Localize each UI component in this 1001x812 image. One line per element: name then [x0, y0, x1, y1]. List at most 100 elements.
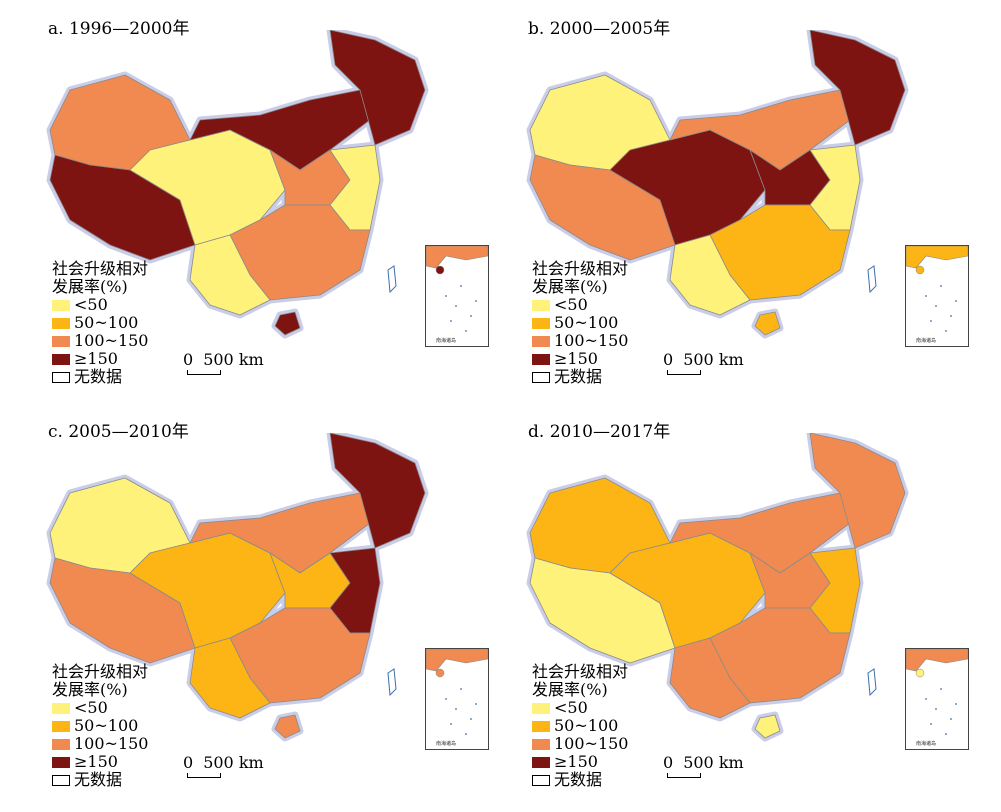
scale-label: 500 km: [683, 350, 744, 369]
legend-title: 社会升级相对: [52, 662, 149, 681]
legend-swatch: [52, 335, 70, 347]
legend-label: 50~100: [554, 716, 619, 735]
scale-label: 500 km: [203, 350, 264, 369]
legend: 社会升级相对 发展率(%) <50 50~100 100~150 ≥150 无数据: [52, 260, 148, 386]
inset-label: 南海诸岛: [436, 741, 457, 747]
taiwan-island: [387, 265, 397, 294]
legend-swatch: [532, 756, 550, 768]
legend-subtitle: 发展率(%): [532, 277, 608, 296]
map-panel-b: b. 2000—2005年 南海诸岛 社会升级相对 发展率(%) <50 50~100 1…: [480, 0, 980, 406]
legend-label: ≥150: [554, 349, 598, 368]
legend-item: 100~150: [532, 735, 628, 753]
scale-bar: 0 500 km: [663, 753, 744, 778]
legend-item: 100~150: [52, 735, 148, 753]
legend-item: 50~100: [532, 717, 628, 735]
legend-label: ≥150: [74, 752, 118, 771]
scale-line: [187, 370, 221, 375]
legend-swatch: [52, 756, 70, 768]
region-ne: [329, 30, 426, 146]
region-ne: [329, 433, 426, 549]
scale-bar: 0 500 km: [183, 753, 264, 778]
scale-zero: 0: [663, 753, 674, 772]
legend-title: 社会升级相对: [52, 259, 149, 278]
inset-label: 南海诸岛: [916, 741, 937, 747]
map-panel-c: c. 2005—2010年 南海诸岛 社会升级相对 发展率(%) <50 50~100 1…: [0, 403, 500, 809]
legend-label: <50: [74, 295, 108, 314]
region-tibet: [529, 154, 676, 261]
region-sw: [189, 637, 271, 719]
china-map: [46, 433, 429, 742]
legend-label: <50: [74, 698, 108, 717]
legend: 社会升级相对 发展率(%) <50 50~100 100~150 ≥150 无数据: [532, 260, 628, 386]
legend-title: 社会升级相对: [532, 662, 629, 681]
legend-swatch: [52, 353, 70, 365]
legend-swatch: [52, 738, 70, 750]
region-sw: [189, 234, 271, 316]
region-tibet: [49, 154, 196, 261]
scale-zero: 0: [183, 350, 194, 369]
legend-label: 无数据: [554, 770, 603, 789]
legend-label: 50~100: [554, 313, 619, 332]
legend-swatch: [532, 335, 550, 347]
legend-swatch: [532, 738, 550, 750]
legend-subtitle: 发展率(%): [52, 680, 128, 699]
legend-item: 100~150: [52, 332, 148, 350]
legend-swatch: [52, 774, 70, 786]
scale-line: [667, 370, 701, 375]
region-hainan: [274, 714, 301, 739]
legend-swatch: [52, 702, 70, 714]
legend-item: ≥150: [52, 350, 148, 368]
legend: 社会升级相对 发展率(%) <50 50~100 100~150 ≥150 无数据: [532, 663, 628, 789]
region-sw: [669, 637, 751, 719]
legend-item: ≥150: [532, 753, 628, 771]
legend-item: 50~100: [52, 314, 148, 332]
legend-subtitle: 发展率(%): [532, 680, 608, 699]
region-hainan: [754, 311, 781, 336]
legend-item: <50: [52, 296, 148, 314]
south-china-sea-inset: 南海诸岛: [425, 648, 489, 750]
scale-bar: 0 500 km: [663, 350, 744, 375]
legend-item: 50~100: [532, 314, 628, 332]
region-tibet: [529, 557, 676, 664]
panel-title: b. 2000—2005年: [528, 19, 671, 39]
legend-swatch: [52, 720, 70, 732]
legend-swatch: [532, 720, 550, 732]
scale-line: [187, 773, 221, 778]
legend-label: 100~150: [554, 331, 629, 350]
legend-label: 100~150: [554, 734, 629, 753]
legend-item: 50~100: [52, 717, 148, 735]
map-panel-a: a. 1996—2000年 南海诸岛 社会升级相对 发展率(%) <50 50~100 1…: [0, 0, 500, 406]
legend-label: 100~150: [74, 734, 149, 753]
legend-label: 50~100: [74, 716, 139, 735]
legend-label: 50~100: [74, 313, 139, 332]
scale-zero: 0: [183, 753, 194, 772]
china-map: [526, 433, 909, 742]
legend-swatch: [532, 371, 550, 383]
legend-item: ≥150: [532, 350, 628, 368]
legend-item: 100~150: [532, 332, 628, 350]
scale-label: 500 km: [683, 753, 744, 772]
legend-swatch: [52, 317, 70, 329]
legend-swatch: [532, 774, 550, 786]
taiwan-island: [867, 265, 877, 294]
legend-swatch: [532, 702, 550, 714]
south-china-sea-inset: 南海诸岛: [905, 245, 969, 347]
legend-label: 100~150: [74, 331, 149, 350]
legend-swatch: [532, 299, 550, 311]
panel-title: a. 1996—2000年: [48, 19, 190, 39]
region-ne: [809, 30, 906, 146]
panel-title: c. 2005—2010年: [48, 422, 189, 442]
taiwan-island: [387, 668, 397, 697]
legend: 社会升级相对 发展率(%) <50 50~100 100~150 ≥150 无数据: [52, 663, 148, 789]
map-panel-d: d. 2010—2017年 南海诸岛 社会升级相对 发展率(%) <50 50~100 1…: [480, 403, 980, 809]
china-map: [526, 30, 909, 339]
legend-subtitle: 发展率(%): [52, 277, 128, 296]
legend-label: ≥150: [554, 752, 598, 771]
legend-label: ≥150: [74, 349, 118, 368]
scale-zero: 0: [663, 350, 674, 369]
region-hainan: [274, 311, 301, 336]
taiwan-island: [867, 668, 877, 697]
legend-title: 社会升级相对: [532, 259, 629, 278]
legend-item: <50: [532, 699, 628, 717]
scale-bar: 0 500 km: [183, 350, 264, 375]
